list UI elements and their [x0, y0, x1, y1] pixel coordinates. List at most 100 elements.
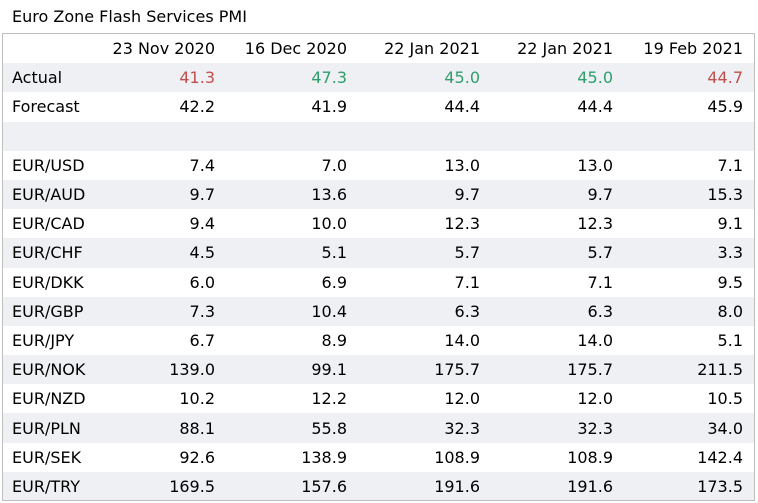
- actual-value: 45.0: [577, 68, 613, 88]
- pmi-volatility-table: 23 Nov 2020 16 Dec 2020 22 Jan 2021 22 J…: [2, 33, 755, 501]
- pair-value: 7.1: [717, 155, 743, 175]
- pair-value: 211.5: [697, 360, 743, 380]
- spacer-row: [3, 121, 754, 151]
- pair-value: 5.1: [321, 243, 347, 263]
- pair-label: EUR/CAD: [12, 214, 85, 234]
- forecast-value: 45.9: [707, 97, 743, 117]
- pair-value: 55.8: [311, 418, 347, 438]
- pair-value: 14.0: [444, 330, 480, 350]
- pair-value: 108.9: [434, 447, 480, 467]
- pair-value: 5.1: [717, 330, 743, 350]
- pair-value: 32.3: [577, 418, 613, 438]
- pair-value: 12.3: [444, 214, 480, 234]
- pair-value: 6.3: [454, 301, 480, 321]
- pair-value: 8.9: [321, 330, 347, 350]
- header-cell-date: 23 Nov 2020: [112, 39, 215, 59]
- forecast-row: Forecast 42.2 41.9 44.4 44.4 45.9: [3, 92, 754, 121]
- pair-label: EUR/SEK: [12, 447, 82, 467]
- pair-value: 6.9: [321, 272, 347, 292]
- pair-label: EUR/NZD: [12, 389, 86, 409]
- table-row: EUR/NZD 10.2 12.2 12.0 12.0 10.5: [3, 384, 754, 413]
- pair-value: 88.1: [179, 418, 215, 438]
- table-row: EUR/GBP 7.3 10.4 6.3 6.3 8.0: [3, 296, 754, 326]
- pair-value: 13.0: [444, 155, 480, 175]
- pair-value: 14.0: [577, 330, 613, 350]
- pair-value: 8.0: [717, 301, 743, 321]
- forecast-value: 41.9: [311, 97, 347, 117]
- table-title: Euro Zone Flash Services PMI: [12, 7, 247, 26]
- table-row: EUR/NOK 139.0 99.1 175.7 175.7 211.5: [3, 355, 754, 385]
- pair-label: EUR/TRY: [12, 476, 80, 496]
- pair-value: 5.7: [454, 243, 480, 263]
- pair-value: 7.4: [189, 155, 215, 175]
- forecast-value: 44.4: [577, 97, 613, 117]
- pair-value: 9.5: [717, 272, 743, 292]
- pair-label: EUR/JPY: [12, 330, 75, 350]
- table-row: EUR/USD 7.4 7.0 13.0 13.0 7.1: [3, 151, 754, 180]
- pair-value: 34.0: [707, 418, 743, 438]
- pair-value: 175.7: [567, 360, 613, 380]
- pair-value: 12.0: [444, 389, 480, 409]
- pair-label: EUR/DKK: [12, 272, 84, 292]
- row-label: Actual: [12, 68, 63, 88]
- pair-value: 175.7: [434, 360, 480, 380]
- pair-value: 142.4: [697, 447, 743, 467]
- table-row: EUR/DKK 6.0 6.9 7.1 7.1 9.5: [3, 268, 754, 297]
- pair-value: 169.5: [169, 476, 215, 496]
- header-cell-date: 19 Feb 2021: [643, 39, 743, 59]
- pair-value: 12.3: [577, 214, 613, 234]
- pair-value: 10.2: [179, 389, 215, 409]
- actual-value: 41.3: [179, 68, 215, 88]
- pair-label: EUR/AUD: [12, 185, 86, 205]
- row-label: Forecast: [12, 97, 80, 117]
- pair-value: 191.6: [567, 476, 613, 496]
- pair-value: 9.7: [587, 185, 613, 205]
- pair-value: 9.7: [189, 185, 215, 205]
- pair-value: 6.0: [189, 272, 215, 292]
- table-row: EUR/AUD 9.7 13.6 9.7 9.7 15.3: [3, 179, 754, 210]
- table-row: EUR/JPY 6.7 8.9 14.0 14.0 5.1: [3, 326, 754, 355]
- table-row: EUR/TRY 169.5 157.6 191.6 191.6 173.5: [3, 471, 754, 500]
- pair-value: 13.6: [311, 185, 347, 205]
- actual-value: 45.0: [444, 68, 480, 88]
- header-cell-date: 16 Dec 2020: [244, 39, 347, 59]
- pair-label: EUR/PLN: [12, 418, 81, 438]
- pair-value: 15.3: [707, 185, 743, 205]
- pair-value: 6.3: [587, 301, 613, 321]
- pair-value: 10.5: [707, 389, 743, 409]
- pair-value: 13.0: [577, 155, 613, 175]
- pair-value: 7.0: [321, 155, 347, 175]
- pair-value: 12.2: [311, 389, 347, 409]
- pair-value: 3.3: [717, 243, 743, 263]
- forecast-value: 42.2: [179, 97, 215, 117]
- table-row: EUR/PLN 88.1 55.8 32.3 32.3 34.0: [3, 413, 754, 443]
- pair-label: EUR/GBP: [12, 301, 84, 321]
- pair-value: 32.3: [444, 418, 480, 438]
- pair-value: 6.7: [189, 330, 215, 350]
- pair-label: EUR/NOK: [12, 360, 86, 380]
- pair-value: 9.4: [189, 214, 215, 234]
- pair-value: 139.0: [169, 360, 215, 380]
- table-row: EUR/SEK 92.6 138.9 108.9 108.9 142.4: [3, 443, 754, 472]
- actual-row: Actual 41.3 47.3 45.0 45.0 44.7: [3, 63, 754, 93]
- pair-value: 191.6: [434, 476, 480, 496]
- pair-value: 92.6: [179, 447, 215, 467]
- forecast-value: 44.4: [444, 97, 480, 117]
- pair-value: 4.5: [189, 243, 215, 263]
- table-row: EUR/CAD 9.4 10.0 12.3 12.3 9.1: [3, 209, 754, 238]
- pair-value: 7.3: [189, 301, 215, 321]
- pair-value: 10.4: [311, 301, 347, 321]
- actual-value: 47.3: [311, 68, 347, 88]
- pair-value: 7.1: [587, 272, 613, 292]
- pair-value: 7.1: [454, 272, 480, 292]
- pair-label: EUR/USD: [12, 155, 85, 175]
- pair-value: 10.0: [311, 214, 347, 234]
- pair-value: 138.9: [301, 447, 347, 467]
- pair-value: 173.5: [697, 476, 743, 496]
- pair-value: 9.7: [454, 185, 480, 205]
- pair-value: 157.6: [301, 476, 347, 496]
- currency-pair-rows: EUR/USD 7.4 7.0 13.0 13.0 7.1 EUR/AUD 9.7 13.6 9.…: [3, 151, 754, 500]
- pair-value: 108.9: [567, 447, 613, 467]
- actual-value: 44.7: [707, 68, 743, 88]
- pair-value: 9.1: [717, 214, 743, 234]
